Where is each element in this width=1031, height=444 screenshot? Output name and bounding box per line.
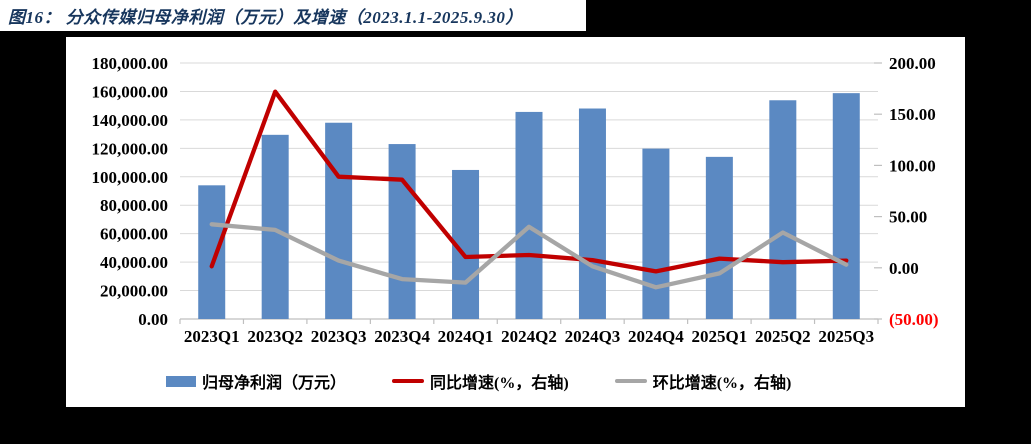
bar-2023Q4 — [388, 144, 416, 319]
left-axis-tick-label: 180,000.00 — [92, 54, 169, 73]
bar-2024Q2 — [515, 111, 543, 320]
right-axis-tick-label: 150.00 — [889, 105, 936, 124]
left-axis-tick-label: 140,000.00 — [92, 111, 169, 130]
left-axis-tick-label: 160,000.00 — [92, 82, 169, 101]
bar-2024Q4 — [642, 148, 670, 319]
bar-2025Q2 — [769, 100, 797, 319]
left-axis-tick-label: 0.00 — [138, 310, 168, 329]
x-axis-category-label: 2024Q4 — [628, 327, 684, 346]
left-axis-tick-label: 120,000.00 — [92, 139, 169, 158]
legend-line-swatch — [392, 378, 425, 384]
chart-panel: 180,000.00 160,000.00 140,000.00 120,000.00… — [66, 37, 965, 407]
legend-label: 环比增速(%，右轴) — [652, 375, 792, 392]
bar-2024Q3 — [578, 108, 606, 319]
right-axis-tick-label: (50.00) — [889, 310, 939, 329]
qoq-growth-line — [209, 222, 849, 290]
legend-label: 归母净利润（万元） — [202, 375, 347, 392]
legend-bar-swatch — [166, 375, 196, 387]
x-axis-category-label: 2023Q2 — [247, 327, 303, 346]
right-axis-tick-label: 50.00 — [889, 208, 927, 227]
right-axis-tick-label: 100.00 — [889, 156, 936, 175]
left-axis-tick-label: 20,000.00 — [100, 282, 168, 301]
right-axis-tick-label: 200.00 — [889, 54, 936, 73]
bar-2023Q3 — [325, 122, 353, 319]
x-axis-category-label: 2025Q1 — [691, 327, 747, 346]
legend-line-swatch — [614, 378, 647, 384]
bar-2023Q2 — [261, 134, 289, 319]
x-axis-category-label: 2025Q2 — [755, 327, 811, 346]
left-axis-tick-label: 100,000.00 — [92, 168, 169, 187]
right-axis-tick-label: 0.00 — [889, 259, 919, 278]
x-axis-category-label: 2024Q3 — [565, 327, 621, 346]
legend-entry: 归母净利润（万元） — [166, 369, 346, 393]
bar-2025Q1 — [705, 156, 733, 319]
left-axis-tick-label: 80,000.00 — [100, 196, 168, 215]
bar-2025Q3 — [832, 93, 860, 319]
figure-title: 图16： 分众传媒归母净利润（万元）及增速（2023.1.1-2025.9.30… — [8, 8, 523, 27]
x-axis-category-label: 2024Q1 — [438, 327, 494, 346]
left-axis-tick-label: 60,000.00 — [100, 225, 168, 244]
legend-label: 同比增速(%，右轴) — [430, 375, 569, 392]
left-axis-tick-label: 40,000.00 — [100, 253, 168, 272]
profit-growth-combo-chart: 180,000.00 160,000.00 140,000.00 120,000.00… — [92, 54, 939, 346]
legend-entry: 同比增速(%，右轴) — [392, 369, 569, 393]
chart-legend: 归母净利润（万元） 同比增速(%，右轴) 环比增速(%，右轴) — [166, 368, 946, 394]
legend-entry: 环比增速(%，右轴) — [614, 369, 792, 393]
x-axis-category-label: 2023Q3 — [311, 327, 367, 346]
bar-2023Q1 — [198, 185, 226, 319]
figure-title-strip: 图16： 分众传媒归母净利润（万元）及增速（2023.1.1-2025.9.30… — [0, 0, 586, 31]
x-axis-category-label: 2025Q3 — [818, 327, 874, 346]
x-axis-category-label: 2023Q4 — [374, 327, 430, 346]
x-axis-category-label: 2023Q1 — [184, 327, 240, 346]
x-axis-category-label: 2024Q2 — [501, 327, 557, 346]
